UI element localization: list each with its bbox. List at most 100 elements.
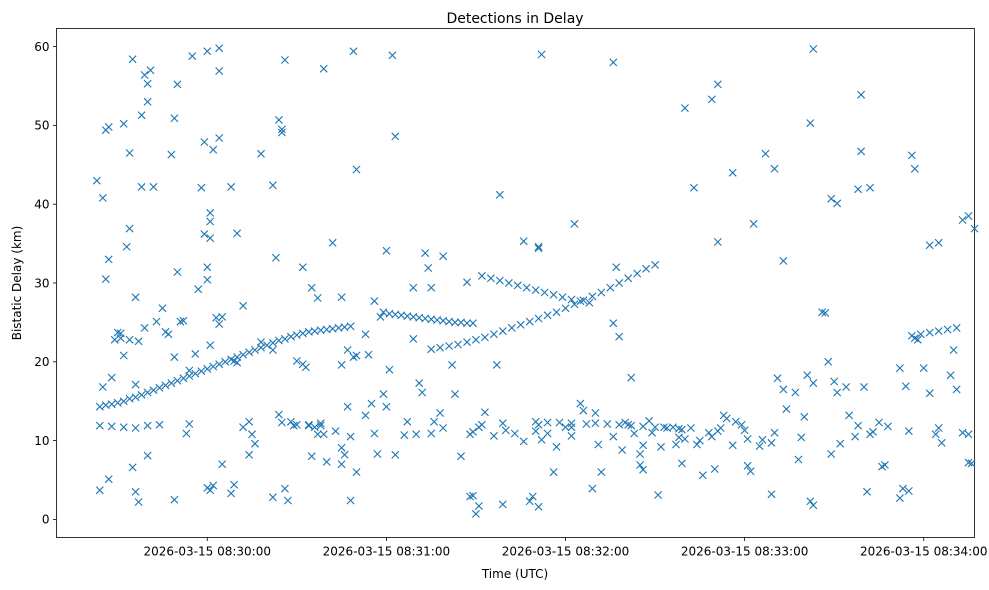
data-point xyxy=(313,294,322,302)
data-point xyxy=(197,183,206,192)
data-point xyxy=(131,380,140,389)
data-point xyxy=(101,275,110,284)
data-point xyxy=(245,348,254,357)
data-point xyxy=(561,423,570,432)
data-point xyxy=(143,451,152,460)
data-point xyxy=(579,296,588,305)
data-point xyxy=(809,45,818,53)
y-tick-label: 30 xyxy=(34,276,49,290)
data-point xyxy=(263,341,271,350)
data-point xyxy=(215,44,224,53)
data-point xyxy=(233,229,242,238)
data-point xyxy=(140,71,149,79)
data-point xyxy=(624,420,633,429)
data-point xyxy=(603,420,612,428)
data-point xyxy=(298,329,307,338)
data-point xyxy=(958,216,967,224)
data-point xyxy=(624,274,633,283)
data-point xyxy=(779,256,788,265)
data-point xyxy=(854,185,863,194)
data-point xyxy=(761,149,770,158)
y-tick-label: 0 xyxy=(42,513,50,527)
data-point xyxy=(137,111,146,120)
data-point xyxy=(642,264,651,273)
data-point xyxy=(469,427,477,436)
data-point xyxy=(537,435,546,444)
data-point xyxy=(680,104,689,113)
data-point xyxy=(534,244,543,253)
x-tick-label: 2026-03-15 08:33:00 xyxy=(681,545,808,559)
data-point xyxy=(627,373,636,382)
data-point xyxy=(218,312,227,321)
data-point xyxy=(436,343,445,352)
data-point xyxy=(651,260,660,269)
data-point xyxy=(412,430,421,439)
data-point xyxy=(451,390,459,399)
data-point xyxy=(95,421,104,430)
data-point xyxy=(710,465,719,473)
data-point xyxy=(630,429,639,438)
data-point xyxy=(743,461,752,470)
data-point xyxy=(206,486,215,495)
data-point xyxy=(337,293,346,302)
data-point xyxy=(125,224,134,233)
data-point xyxy=(143,388,152,397)
data-point xyxy=(391,450,400,459)
data-point xyxy=(257,338,265,347)
data-point xyxy=(833,388,842,397)
data-point xyxy=(501,426,510,435)
data-point xyxy=(307,452,316,461)
data-point xyxy=(319,430,328,439)
data-point xyxy=(206,208,215,217)
data-point xyxy=(277,125,286,134)
data-point xyxy=(373,450,382,458)
data-point xyxy=(107,422,116,431)
data-point xyxy=(343,402,352,411)
data-point xyxy=(268,181,277,190)
data-point xyxy=(537,50,546,59)
data-point xyxy=(361,411,370,420)
data-point xyxy=(743,435,752,443)
data-point xyxy=(158,304,167,313)
data-point xyxy=(203,47,212,56)
data-point xyxy=(579,406,588,415)
data-point xyxy=(677,459,686,468)
y-axis-label: Bistatic Delay (km) xyxy=(10,226,24,341)
y-tick-label: 50 xyxy=(34,119,49,133)
data-point xyxy=(137,182,146,191)
data-markers xyxy=(92,44,979,518)
data-point xyxy=(286,417,295,426)
data-point xyxy=(439,424,448,432)
data-point xyxy=(830,377,839,386)
data-point xyxy=(167,150,176,159)
data-point xyxy=(221,357,230,366)
data-point xyxy=(95,402,104,411)
data-point xyxy=(654,491,663,499)
data-point xyxy=(498,419,507,428)
data-point xyxy=(403,417,412,426)
data-point xyxy=(845,411,854,420)
data-point xyxy=(382,246,391,255)
data-point xyxy=(648,428,657,437)
y-tick-label: 10 xyxy=(34,434,49,448)
data-point xyxy=(143,79,152,88)
data-point xyxy=(448,360,457,369)
data-point xyxy=(809,501,818,510)
data-point xyxy=(167,379,176,388)
data-point xyxy=(585,298,594,307)
data-point xyxy=(821,308,830,317)
data-point xyxy=(352,468,361,477)
data-point xyxy=(615,279,624,287)
data-point xyxy=(125,335,134,344)
data-point xyxy=(203,275,212,284)
data-point xyxy=(340,450,349,459)
x-tick-label: 2026-03-15 08:32:00 xyxy=(502,545,629,559)
data-point xyxy=(704,428,713,437)
data-point xyxy=(770,164,779,173)
data-point xyxy=(857,90,866,99)
data-point xyxy=(507,323,516,332)
data-point xyxy=(558,293,567,302)
data-point xyxy=(803,371,812,380)
data-point xyxy=(469,491,477,500)
